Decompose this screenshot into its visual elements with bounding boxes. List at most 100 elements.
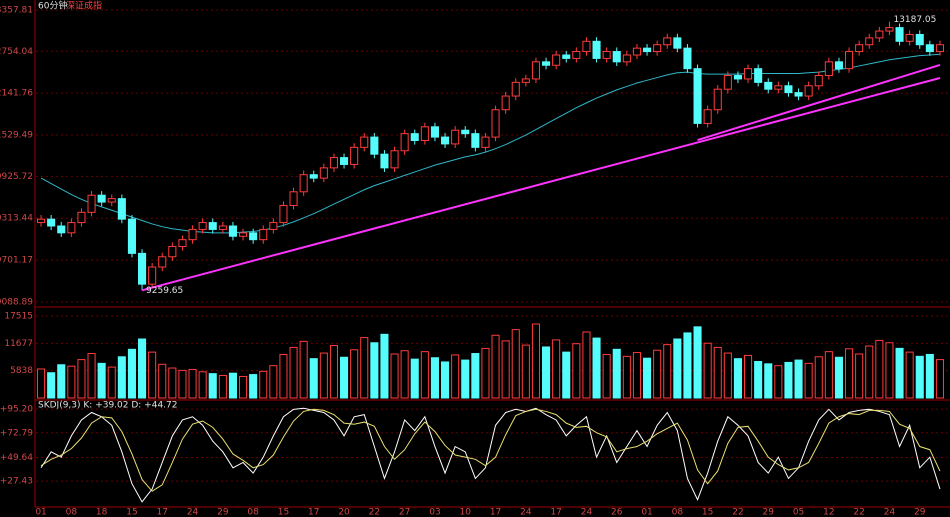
candle-body: [764, 81, 773, 90]
candle-body: [269, 222, 278, 230]
candle-body: [178, 239, 187, 248]
candle-body: [168, 246, 177, 258]
candle-body: [531, 61, 540, 80]
volume-bar: [733, 358, 742, 399]
y-tick-label: 11529.49: [0, 131, 33, 141]
candle-body: [228, 225, 237, 237]
volume-bar: [703, 342, 712, 399]
candle-body: [380, 153, 389, 169]
candle-body: [693, 68, 702, 124]
x-tick-label: 01: [35, 508, 46, 517]
candle-body: [461, 129, 470, 135]
x-tick-label: 22: [853, 508, 864, 517]
candle-body: [683, 47, 692, 70]
x-tick-label: 29: [763, 508, 775, 517]
x-tick-label: 17: [490, 508, 501, 517]
candle-body: [723, 75, 732, 90]
x-tick-label: 26: [611, 508, 623, 517]
candle-body: [935, 44, 944, 53]
volume-bar: [279, 353, 288, 399]
x-tick-label: 08: [672, 508, 684, 517]
volume-bar: [814, 356, 823, 399]
candle-body: [673, 37, 682, 49]
volume-bar: [471, 353, 480, 399]
volume-bar: [531, 323, 540, 399]
volume-bar: [935, 359, 944, 399]
y-tick-label: 11677: [4, 339, 33, 349]
candle-body: [299, 174, 308, 193]
volume-bar: [228, 372, 237, 399]
x-tick-label: 08: [66, 508, 78, 517]
y-tick-label: 5838: [10, 366, 33, 376]
volume-bar: [420, 351, 429, 399]
volume-bar: [370, 342, 379, 399]
candle-body: [905, 33, 914, 42]
volume-bar: [542, 346, 551, 399]
volume-bar: [148, 351, 157, 399]
candle-body: [562, 54, 571, 59]
candle-body: [542, 61, 551, 66]
candle-body: [491, 109, 500, 138]
candle-body: [845, 51, 854, 70]
y-tick-label: +49.64: [0, 453, 33, 463]
candle-body: [370, 136, 379, 155]
candle-body: [834, 61, 843, 70]
candle-body: [107, 198, 116, 203]
y-tick-label: 10925.72: [0, 172, 33, 182]
candle-body: [643, 47, 652, 53]
trend-line: [697, 64, 941, 141]
volume-bar: [47, 372, 56, 399]
volume-bar: [117, 356, 126, 399]
candle-body: [420, 126, 429, 141]
candle-body: [249, 232, 258, 241]
x-tick-label: 24: [520, 508, 532, 517]
volume-bar: [360, 337, 369, 399]
volume-bar: [380, 333, 389, 399]
x-tick-label: 27: [399, 508, 410, 517]
candle-body: [77, 211, 86, 224]
candle-body: [511, 81, 520, 97]
indicator-label: SKDJ(9,3) K: +39.02 D: +44.72: [38, 401, 178, 411]
chart-title: 深证成指: [66, 0, 102, 12]
candle-body: [703, 109, 712, 124]
candle-body: [117, 198, 126, 220]
x-tick-label: 17: [550, 508, 561, 517]
x-tick-label: 18: [96, 508, 108, 517]
volume-bar: [784, 361, 793, 399]
volume-bar: [188, 368, 197, 399]
volume-bar: [663, 344, 672, 399]
y-tick-label: 12754.04: [0, 47, 33, 57]
candle-body: [340, 157, 349, 165]
volume-bar: [97, 362, 106, 399]
candle-body: [885, 27, 894, 32]
candle-body: [612, 51, 621, 63]
candle-body: [67, 222, 76, 234]
candle-body: [592, 40, 601, 59]
volume-bar: [653, 349, 662, 399]
candle-body: [138, 252, 147, 285]
candle-body: [521, 78, 530, 83]
x-tick-label: 24: [581, 508, 593, 517]
volume-bar: [632, 352, 641, 399]
candle-body: [309, 174, 318, 179]
candle-body: [774, 85, 783, 90]
candle-body: [97, 194, 106, 203]
volume-bar: [178, 369, 187, 399]
candle-body: [400, 133, 409, 152]
volume-bar: [67, 365, 76, 399]
volume-bar: [744, 354, 753, 399]
volume-bar: [794, 359, 803, 399]
volume-bar: [198, 371, 207, 399]
candle-body: [804, 85, 813, 97]
candle-body: [47, 218, 56, 227]
candle-body: [390, 150, 399, 169]
x-tick-label: 17: [157, 508, 168, 517]
volume-bar: [249, 374, 258, 399]
candle-body: [713, 88, 722, 111]
x-tick-label: 22: [732, 508, 743, 517]
volume-bar: [845, 348, 854, 399]
candle-body: [754, 68, 763, 83]
x-tick-label: 05: [793, 508, 804, 517]
volume-bar: [572, 343, 581, 399]
candle-body: [218, 225, 227, 230]
